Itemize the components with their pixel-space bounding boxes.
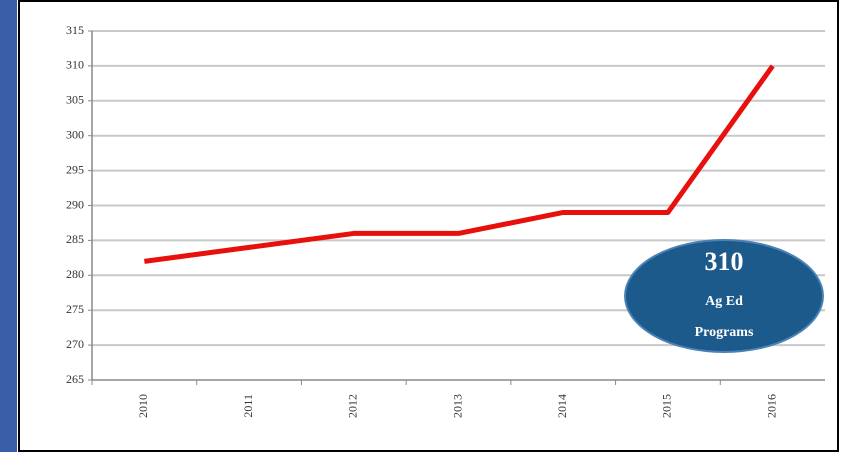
annotation-text: Ag Ed <box>705 294 743 309</box>
y-tick-label: 275 <box>66 302 84 316</box>
y-tick-label: 290 <box>66 197 84 211</box>
y-tick-label: 270 <box>66 337 84 351</box>
annotation-number: 310 <box>705 247 744 276</box>
annotation-text: Programs <box>695 325 754 340</box>
x-tick-label: 2013 <box>450 394 464 418</box>
y-tick-label: 280 <box>66 267 84 281</box>
x-tick-label: 2010 <box>136 394 150 418</box>
y-tick-label: 310 <box>66 58 84 72</box>
x-tick-label: 2015 <box>660 394 674 418</box>
y-tick-label: 315 <box>66 23 84 37</box>
y-tick-label: 295 <box>66 162 84 176</box>
x-tick-label: 2016 <box>764 394 778 418</box>
y-tick-label: 305 <box>66 93 84 107</box>
y-tick-label: 285 <box>66 232 84 246</box>
chart-frame <box>18 0 839 452</box>
line <box>144 64 775 264</box>
x-tick-label: 2011 <box>241 394 255 418</box>
annotation-badge <box>624 239 824 353</box>
side-strip <box>0 0 17 452</box>
x-tick-label: 2014 <box>555 394 569 418</box>
y-tick-label: 265 <box>66 372 84 386</box>
y-tick-label: 300 <box>66 127 84 141</box>
x-tick-label: 2012 <box>346 394 360 418</box>
